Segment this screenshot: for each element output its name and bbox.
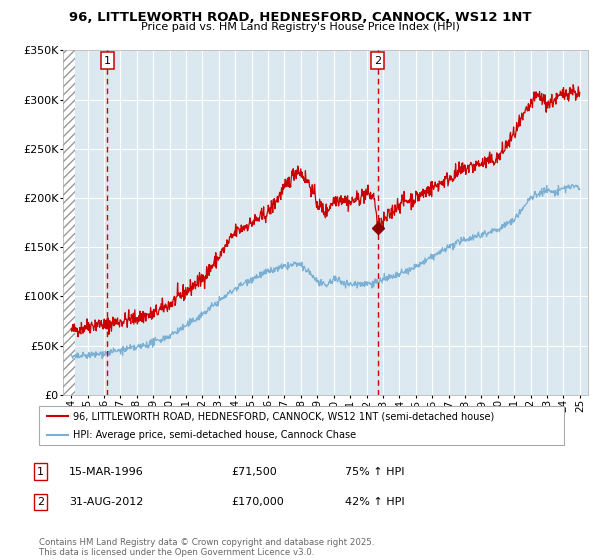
Text: 2: 2 xyxy=(374,55,381,66)
FancyBboxPatch shape xyxy=(39,406,564,445)
Text: 2: 2 xyxy=(37,497,44,507)
Text: Contains HM Land Registry data © Crown copyright and database right 2025.
This d: Contains HM Land Registry data © Crown c… xyxy=(39,538,374,557)
Bar xyxy=(63,50,76,395)
Text: £170,000: £170,000 xyxy=(231,497,284,507)
Text: 96, LITTLEWORTH ROAD, HEDNESFORD, CANNOCK, WS12 1NT (semi-detached house): 96, LITTLEWORTH ROAD, HEDNESFORD, CANNOC… xyxy=(73,411,494,421)
Text: 96, LITTLEWORTH ROAD, HEDNESFORD, CANNOCK, WS12 1NT: 96, LITTLEWORTH ROAD, HEDNESFORD, CANNOC… xyxy=(69,11,531,24)
Text: 1: 1 xyxy=(37,466,44,477)
Text: £71,500: £71,500 xyxy=(231,466,277,477)
Text: 42% ↑ HPI: 42% ↑ HPI xyxy=(345,497,404,507)
Text: HPI: Average price, semi-detached house, Cannock Chase: HPI: Average price, semi-detached house,… xyxy=(73,430,356,440)
Text: Price paid vs. HM Land Registry's House Price Index (HPI): Price paid vs. HM Land Registry's House … xyxy=(140,22,460,32)
Text: 75% ↑ HPI: 75% ↑ HPI xyxy=(345,466,404,477)
Text: 31-AUG-2012: 31-AUG-2012 xyxy=(69,497,143,507)
Text: 1: 1 xyxy=(104,55,111,66)
Text: 15-MAR-1996: 15-MAR-1996 xyxy=(69,466,144,477)
